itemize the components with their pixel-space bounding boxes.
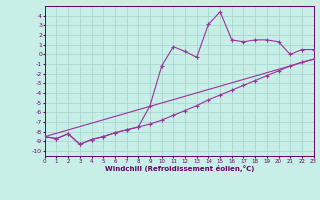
- X-axis label: Windchill (Refroidissement éolien,°C): Windchill (Refroidissement éolien,°C): [105, 165, 254, 172]
